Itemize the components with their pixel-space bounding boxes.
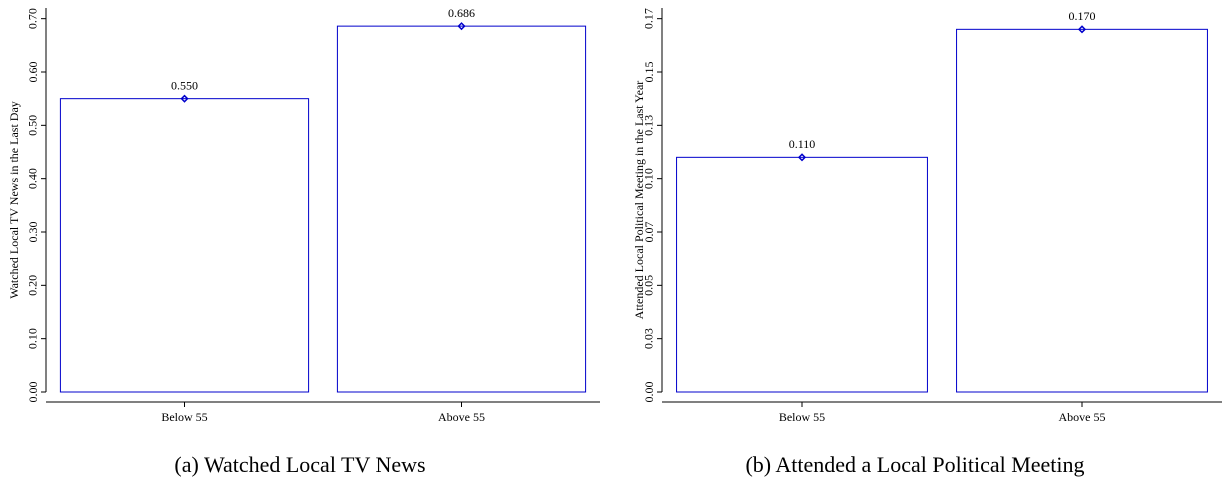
y-tick-label: 0.70 xyxy=(26,8,40,29)
bar xyxy=(956,28,1208,393)
y-tick-label: 0.13 xyxy=(642,115,656,136)
value-label: 0.550 xyxy=(171,78,198,92)
y-tick-label: 0.00 xyxy=(26,382,40,403)
y-tick-label: 0.00 xyxy=(642,382,656,403)
x-tick-label: Above 55 xyxy=(1059,410,1106,424)
bar xyxy=(59,98,310,393)
y-tick-label: 0.20 xyxy=(26,275,40,296)
caption: (b) Attended a Local Political Meeting xyxy=(745,452,1084,477)
value-label: 0.170 xyxy=(1069,9,1096,23)
y-tick-label: 0.40 xyxy=(26,168,40,189)
bar xyxy=(336,25,587,393)
y-tick-label: 0.10 xyxy=(26,328,40,349)
y-tick-label: 0.50 xyxy=(26,115,40,136)
marker xyxy=(797,153,807,162)
value-label: 0.686 xyxy=(448,6,475,20)
marker xyxy=(180,94,189,103)
y-tick-label: 0.17 xyxy=(642,8,656,29)
marker xyxy=(1077,25,1087,34)
y-axis-label: Watched Local TV News in the Last Day xyxy=(7,101,21,299)
x-tick-label: Below 55 xyxy=(161,410,207,424)
y-tick-label: 0.30 xyxy=(26,222,40,243)
y-tick-label: 0.05 xyxy=(642,275,656,296)
marker xyxy=(457,22,466,31)
x-tick-label: Below 55 xyxy=(779,410,825,424)
y-axis-label: Attended Local Political Meeting in the … xyxy=(632,81,646,320)
y-tick-label: 0.15 xyxy=(642,62,656,83)
y-tick-label: 0.03 xyxy=(642,328,656,349)
y-tick-label: 0.10 xyxy=(642,168,656,189)
y-tick-label: 0.60 xyxy=(26,62,40,83)
caption: (a) Watched Local TV News xyxy=(174,452,425,477)
y-tick-label: 0.07 xyxy=(642,222,656,243)
bar xyxy=(676,156,928,393)
x-tick-label: Above 55 xyxy=(438,410,485,424)
value-label: 0.110 xyxy=(789,137,816,151)
